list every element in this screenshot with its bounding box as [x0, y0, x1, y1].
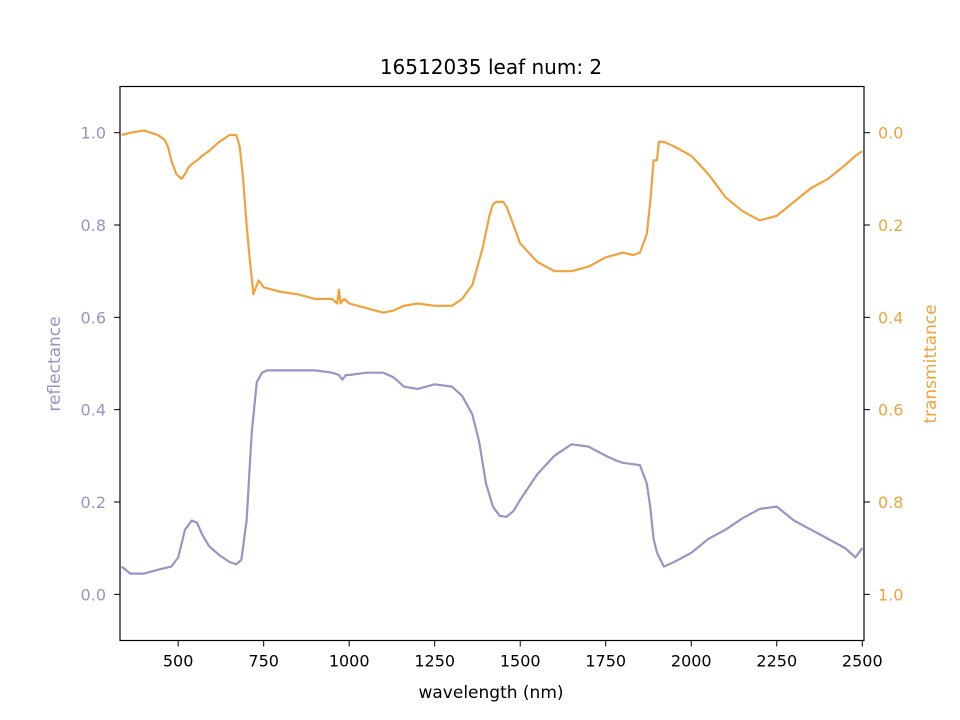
y-axis-label-left: reflectance [45, 316, 65, 411]
plot-frame [119, 85, 865, 642]
x-tick-label: 2500 [842, 652, 883, 671]
x-tick-label: 750 [248, 652, 279, 671]
y-tick-label-left: 0.8 [81, 216, 106, 235]
x-tick-label: 2250 [756, 652, 797, 671]
x-tick-label: 2000 [671, 652, 712, 671]
x-tick-label: 1250 [414, 652, 455, 671]
chart-title: 16512035 leaf num: 2 [380, 55, 602, 79]
y-tick-label-right: 0.0 [878, 124, 903, 143]
x-tick-label: 1500 [500, 652, 541, 671]
y-tick-label-right: 1.0 [878, 585, 903, 604]
series-line-transmittance [121, 129, 863, 314]
y-axis-right: 0.0 0.2 0.4 0.6 0.8 1.0 [864, 124, 903, 604]
x-tick-label: 1000 [329, 652, 370, 671]
series-line-reflectance [121, 369, 864, 575]
y-axis-left: 0.0 0.2 0.4 0.6 0.8 1.0 [81, 124, 120, 604]
y-tick-label-left: 0.6 [81, 308, 106, 327]
series-layer [121, 129, 864, 575]
y-tick-label-left: 1.0 [81, 124, 106, 143]
y-tick-label-left: 0.0 [81, 585, 106, 604]
y-tick-label-left: 0.2 [81, 493, 106, 512]
x-axis-label: wavelength (nm) [418, 683, 563, 703]
y-tick-label-left: 0.4 [81, 401, 106, 420]
y-tick-label-right: 0.6 [878, 401, 903, 420]
x-axis: 500 750 1000 1250 1500 1750 2000 2250 2500 [163, 640, 883, 671]
y-tick-label-right: 0.2 [878, 216, 903, 235]
x-tick-label: 500 [163, 652, 194, 671]
x-tick-label: 1750 [585, 652, 626, 671]
y-tick-label-right: 0.8 [878, 493, 903, 512]
y-axis-label-right: transmittance [921, 304, 941, 423]
y-tick-label-right: 0.4 [878, 308, 903, 327]
